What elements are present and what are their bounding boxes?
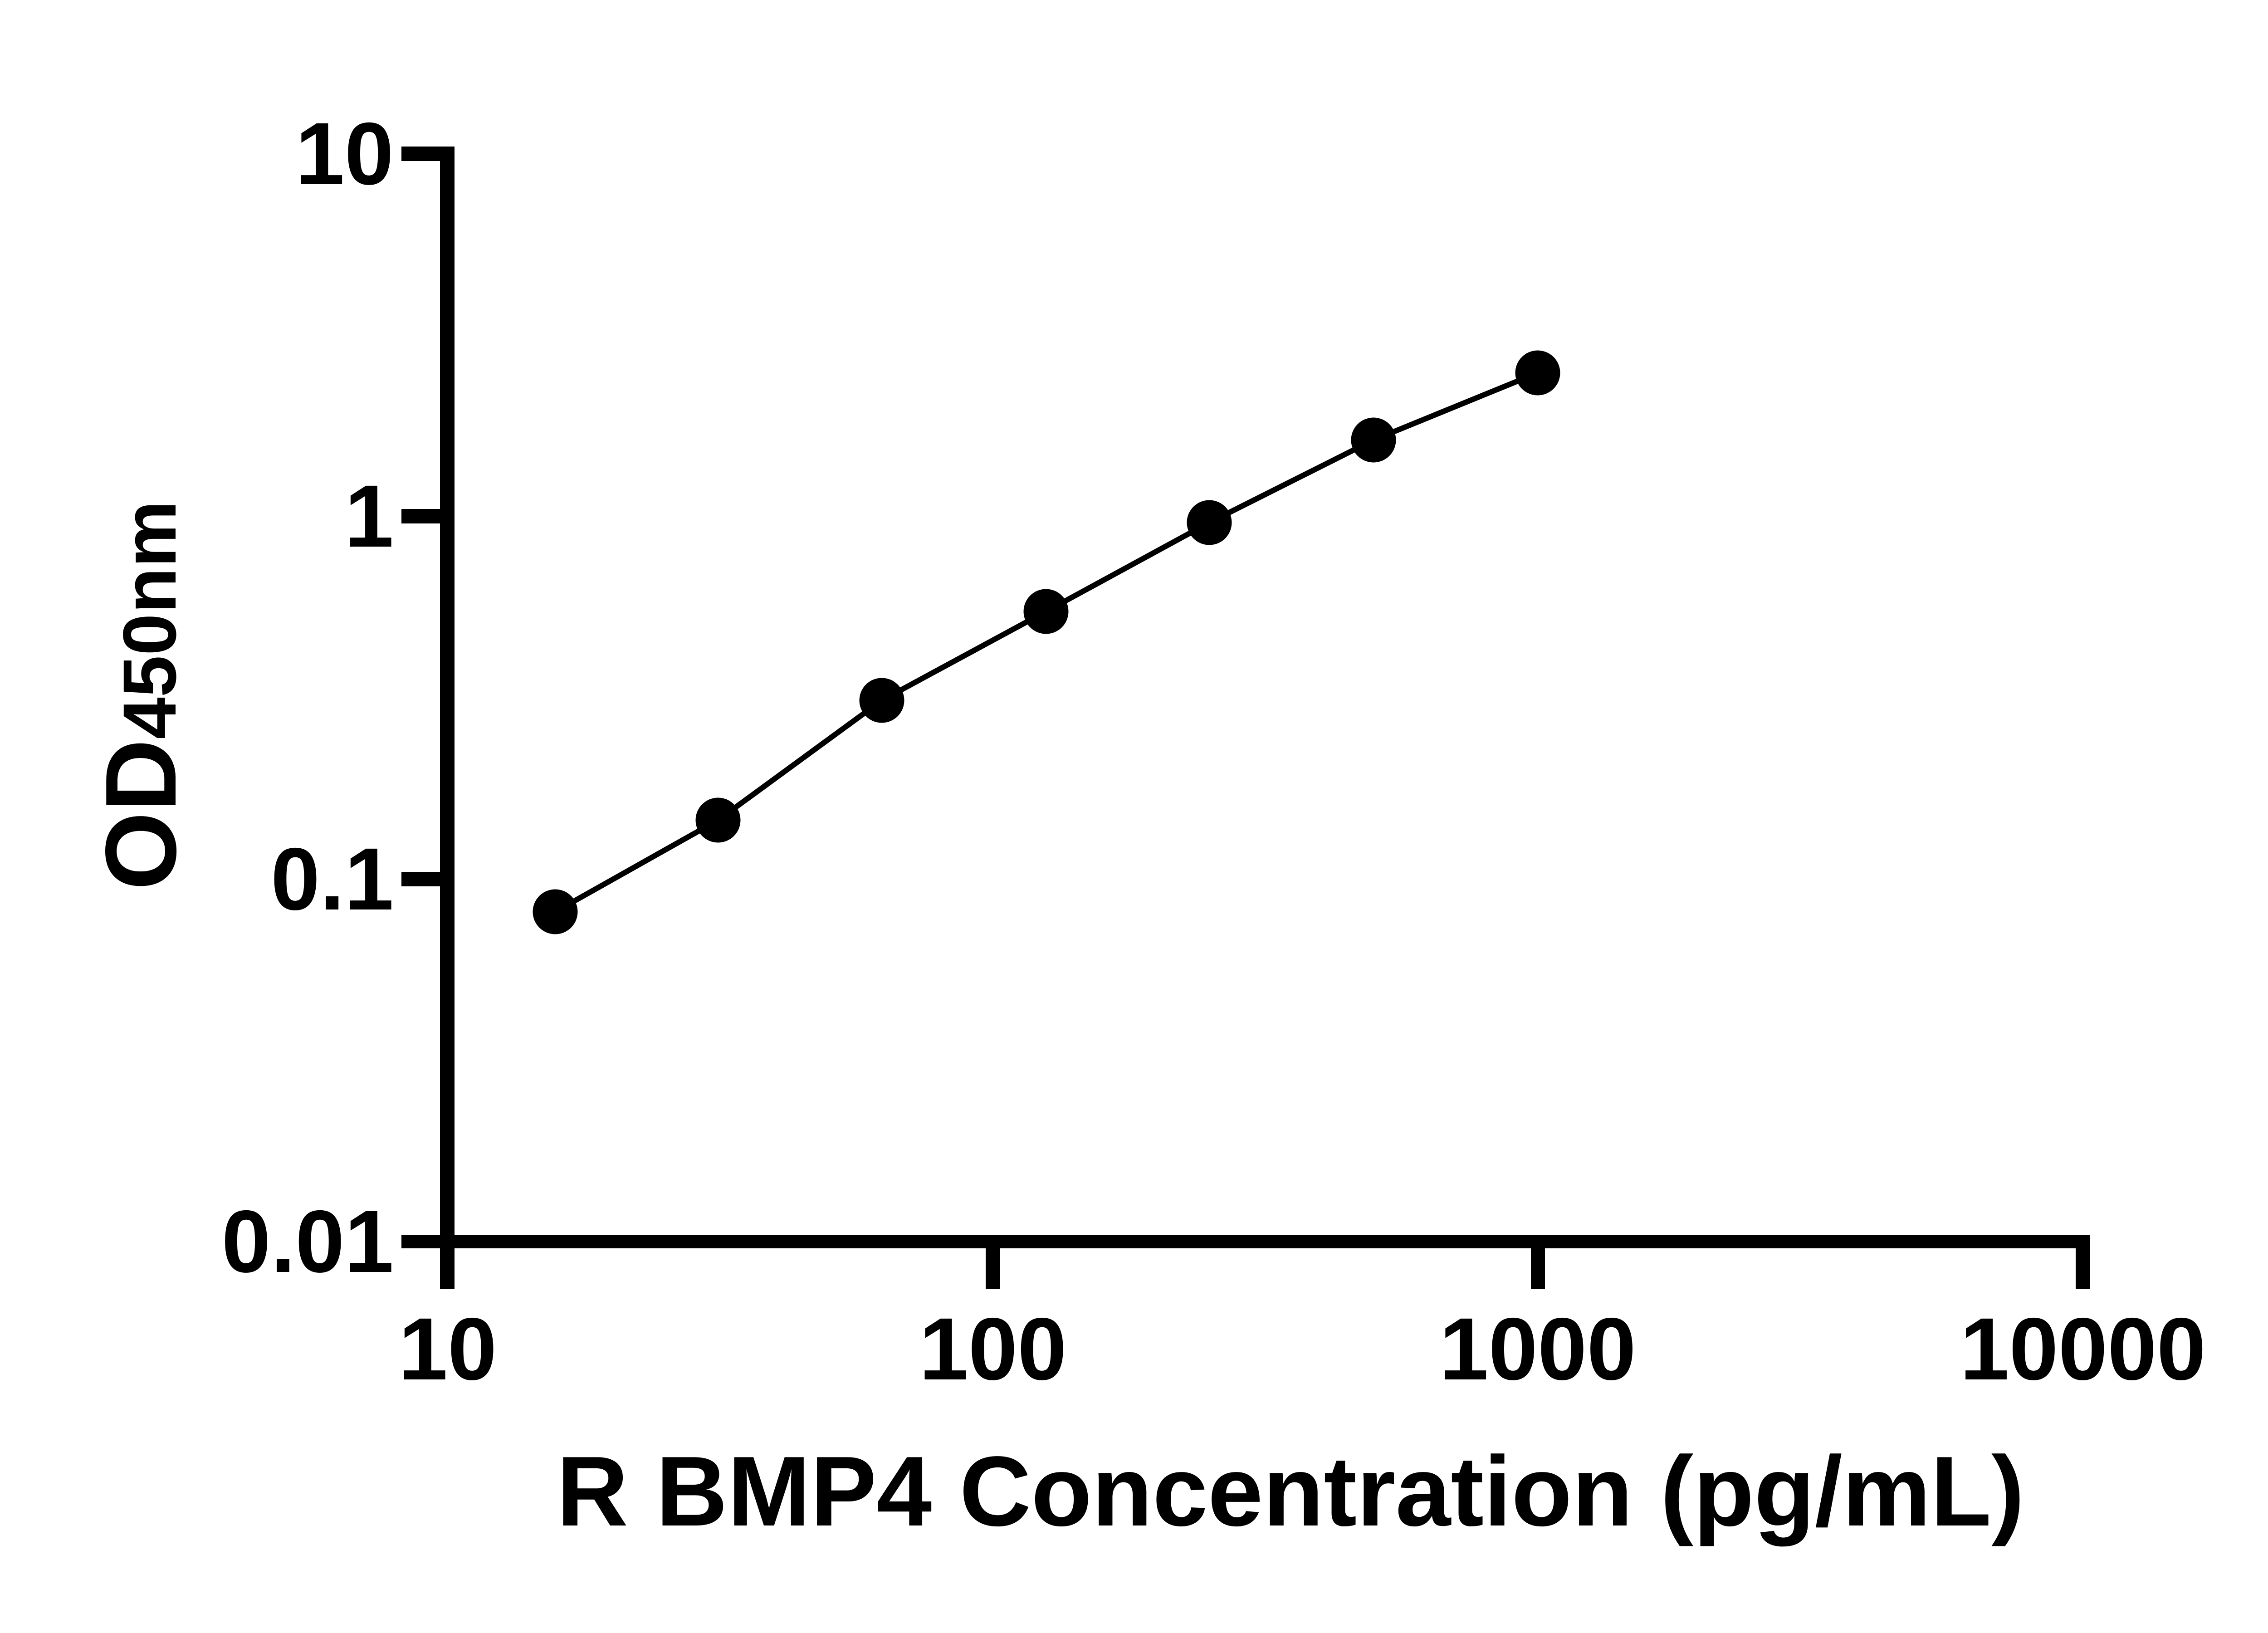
svg-text:1000: 1000 [1439,1300,1636,1398]
svg-text:10: 10 [295,104,394,203]
svg-text:R BMP4 Concentration (pg/mL): R BMP4 Concentration (pg/mL) [557,1436,2024,1547]
svg-text:0.1: 0.1 [271,830,394,929]
svg-text:10000: 10000 [1960,1300,2206,1398]
svg-text:0.01: 0.01 [221,1192,394,1291]
svg-text:100: 100 [919,1300,1066,1398]
svg-text:OD450nm: OD450nm [85,501,197,890]
svg-text:1: 1 [345,467,394,566]
svg-text:10: 10 [399,1300,497,1398]
